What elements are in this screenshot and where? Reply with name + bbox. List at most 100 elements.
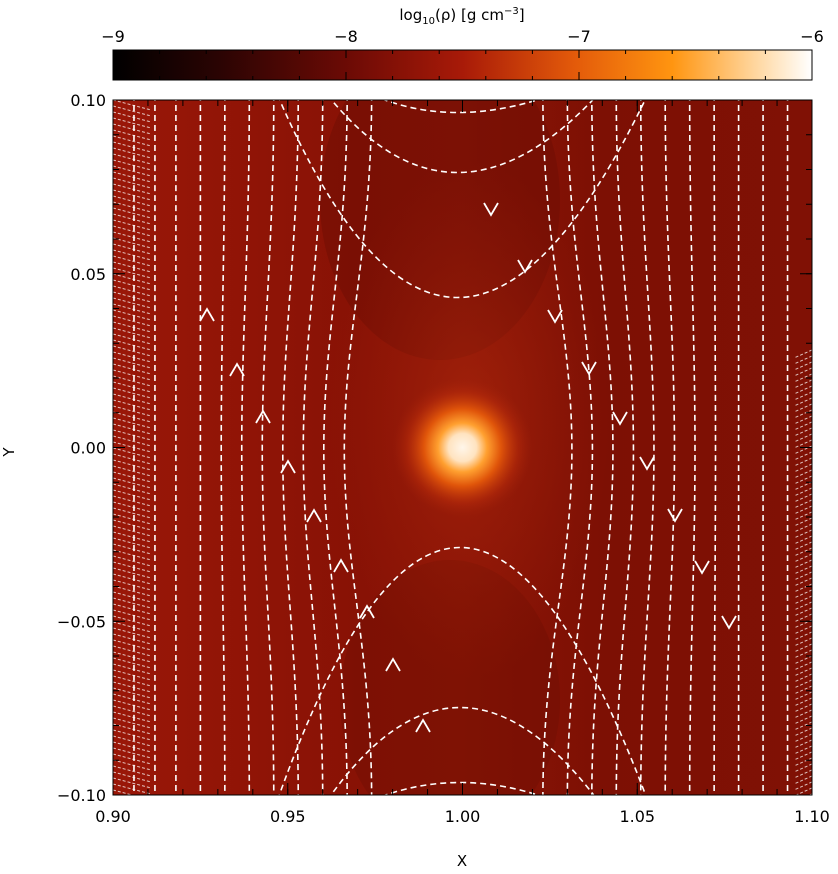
y-tick-label: 0.10 — [70, 91, 106, 110]
x-tick-label: 1.00 — [445, 807, 481, 826]
separatrix-upper — [278, 100, 646, 299]
streamline — [566, 100, 594, 795]
edge-hatching — [793, 739, 812, 749]
streamline — [343, 100, 373, 795]
edge-hatching — [793, 367, 812, 377]
edge-hatching — [113, 633, 152, 645]
edge-hatching — [113, 705, 152, 717]
edge-hatching — [113, 579, 152, 591]
x-tick-labels: 0.90 0.95 1.00 1.05 1.10 — [95, 807, 830, 826]
edge-hatching — [113, 555, 152, 567]
edge-hatching — [113, 549, 152, 561]
edge-hatching — [113, 189, 152, 201]
plot-area — [113, 100, 812, 795]
edge-hatching — [793, 655, 812, 665]
edge-hatching — [113, 567, 152, 579]
streamline — [591, 100, 614, 795]
edge-hatching — [793, 529, 812, 539]
y-tick-label: 0.05 — [70, 265, 106, 284]
edge-hatching — [113, 495, 152, 507]
edge-hatching — [793, 559, 812, 569]
edge-hatching — [793, 745, 812, 755]
edge-hatching — [793, 751, 812, 761]
edge-hatching — [793, 661, 812, 671]
arrow-down — [694, 560, 710, 575]
edge-hatching — [113, 315, 152, 327]
edge-hatching — [113, 393, 152, 405]
edge-hatching — [793, 625, 812, 635]
colorbar-tick-label: −8 — [334, 27, 358, 46]
edge-hatching — [793, 679, 812, 689]
edge-hatching — [113, 279, 152, 291]
edge-hatching — [793, 727, 812, 737]
edge-hatching — [113, 183, 152, 195]
edge-hatching — [113, 399, 152, 411]
edge-hatching — [113, 213, 152, 225]
y-tick-label: −0.05 — [57, 612, 106, 631]
edge-hatching — [793, 505, 812, 515]
edge-hatching — [793, 547, 812, 557]
streamline-arrows — [199, 202, 737, 733]
edge-hatching — [793, 769, 812, 779]
arrow-down — [517, 259, 533, 274]
edge-hatching — [113, 459, 152, 471]
separatrix-upper — [382, 100, 540, 114]
edge-hatching — [793, 361, 812, 371]
edge-hatching — [113, 339, 152, 351]
edge-hatching — [113, 165, 152, 177]
edge-hatching — [113, 657, 152, 669]
edge-hatching — [793, 415, 812, 425]
edge-hatching — [793, 775, 812, 785]
edge-hatching — [113, 135, 152, 147]
arrow-down — [483, 202, 499, 217]
colorbar-ticks: −9 −8 −7 −6 — [101, 27, 824, 80]
edge-hatching — [793, 595, 812, 605]
edge-hatching — [113, 471, 152, 483]
edge-hatching — [113, 627, 152, 639]
edge-hatching — [113, 129, 152, 141]
edge-hatching — [113, 777, 152, 789]
edge-hatching — [793, 607, 812, 617]
y-tick-label: 0.00 — [70, 439, 106, 458]
edge-hatching — [113, 585, 152, 597]
edge-hatching — [793, 601, 812, 611]
edge-hatching — [113, 723, 152, 735]
edge-hatching — [113, 489, 152, 501]
edge-hatching — [113, 687, 152, 699]
edge-hatching — [113, 711, 152, 723]
edge-hatching — [793, 517, 812, 527]
edge-hatching — [113, 639, 152, 651]
edge-hatching — [113, 321, 152, 333]
edge-hatching — [793, 553, 812, 563]
edge-hatching — [793, 697, 812, 707]
edge-hatching — [793, 469, 812, 479]
streamline — [639, 100, 655, 795]
streamline — [281, 100, 300, 795]
edge-hatching — [113, 783, 152, 795]
edge-hatching — [113, 561, 152, 573]
edge-hatching — [113, 531, 152, 543]
edge-hatching — [113, 375, 152, 387]
edge-hatching — [113, 291, 152, 303]
edge-hatching — [793, 703, 812, 713]
edge-hatching — [113, 111, 152, 123]
edge-hatching — [113, 147, 152, 159]
edge-hatching — [793, 781, 812, 791]
edge-hatching — [113, 207, 152, 219]
edge-hatching — [113, 417, 152, 429]
edge-hatching — [113, 669, 152, 681]
edge-hatching — [793, 349, 812, 359]
edge-hatching — [113, 663, 152, 675]
colorbar: −9 −8 −7 −6 log10(ρ) [g cm−3] — [101, 6, 824, 81]
edge-hatching — [113, 729, 152, 741]
edge-hatching — [793, 379, 812, 389]
edge-hatching — [793, 403, 812, 413]
edge-hatching — [113, 333, 152, 345]
edge-hatching — [113, 477, 152, 489]
edge-hatching — [793, 709, 812, 719]
edge-hatching — [113, 237, 152, 249]
edge-hatching — [793, 397, 812, 407]
edge-hatching — [793, 691, 812, 701]
edge-hatching — [113, 519, 152, 531]
